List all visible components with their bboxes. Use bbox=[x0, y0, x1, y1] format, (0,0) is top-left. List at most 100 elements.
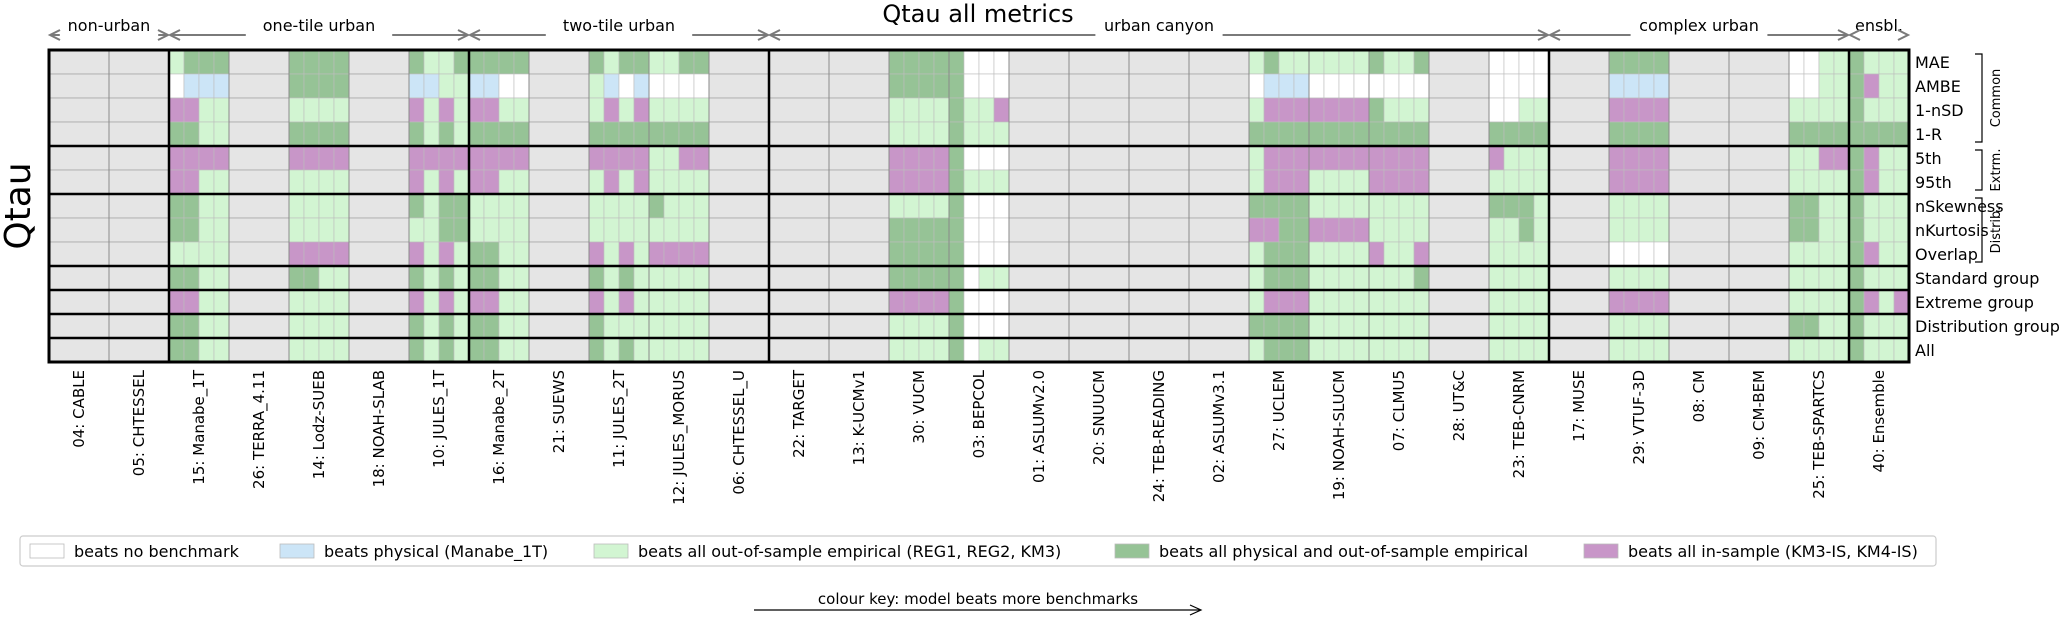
heatmap-cell bbox=[1278, 97, 1295, 123]
heatmap-cell bbox=[408, 49, 425, 75]
heatmap-cell-missing bbox=[1128, 193, 1190, 219]
heatmap-cell-missing bbox=[828, 289, 890, 315]
group-header-label: ensbl. bbox=[1855, 16, 1903, 35]
heatmap-cell bbox=[663, 241, 680, 267]
heatmap-cell-missing bbox=[1188, 337, 1250, 363]
heatmap-cell bbox=[933, 217, 950, 243]
heatmap-cell bbox=[423, 145, 440, 171]
heatmap-cell-missing bbox=[348, 193, 410, 219]
heatmap-cell bbox=[888, 217, 905, 243]
heatmap-cell bbox=[1863, 73, 1880, 99]
heatmap-cell bbox=[648, 169, 665, 195]
heatmap-cell bbox=[1413, 337, 1430, 363]
heatmap-cell bbox=[1638, 241, 1655, 267]
heatmap-cell bbox=[903, 313, 920, 339]
group-header-arrowhead bbox=[1847, 29, 1861, 41]
metric-label: Standard group bbox=[1915, 269, 2039, 288]
heatmap-cell-missing bbox=[108, 313, 170, 339]
heatmap-cell-missing bbox=[348, 73, 410, 99]
heatmap-cell bbox=[993, 289, 1010, 315]
heatmap-cell bbox=[1623, 49, 1640, 75]
heatmap-cell bbox=[1488, 73, 1505, 99]
heatmap-cell bbox=[1788, 49, 1805, 75]
metric-label: MAE bbox=[1915, 53, 1950, 72]
model-label: 26: TERRA_4.11 bbox=[250, 370, 269, 489]
heatmap-cell-missing bbox=[48, 241, 110, 267]
heatmap-cell bbox=[1878, 121, 1895, 147]
heatmap-cell-missing bbox=[228, 121, 290, 147]
heatmap-cell-missing bbox=[108, 289, 170, 315]
heatmap-cell bbox=[1533, 73, 1550, 99]
model-label: 16: Manabe_2T bbox=[490, 369, 509, 485]
heatmap-cell bbox=[933, 241, 950, 267]
heatmap-cell-missing bbox=[1008, 289, 1070, 315]
heatmap-cell bbox=[318, 121, 335, 147]
heatmap-cell-missing bbox=[528, 169, 590, 195]
heatmap-cell bbox=[1368, 73, 1385, 99]
heatmap-cell bbox=[1653, 121, 1670, 147]
heatmap-cell bbox=[1278, 49, 1295, 75]
heatmap-cell bbox=[1848, 289, 1865, 315]
heatmap-cell bbox=[1338, 265, 1355, 291]
model-label: 10: JULES_1T bbox=[430, 369, 449, 468]
heatmap-cell bbox=[693, 193, 710, 219]
heatmap-cell bbox=[453, 313, 470, 339]
metric-group-bracket bbox=[1975, 149, 1983, 191]
heatmap-cell bbox=[1413, 241, 1430, 267]
heatmap-cell bbox=[978, 241, 995, 267]
heatmap-cell bbox=[1848, 145, 1865, 171]
heatmap-cell bbox=[453, 337, 470, 363]
heatmap-cell-missing bbox=[828, 97, 890, 123]
heatmap-cell bbox=[183, 169, 200, 195]
heatmap-cell bbox=[633, 289, 650, 315]
heatmap-cell bbox=[918, 145, 935, 171]
group-header-arrowhead bbox=[47, 29, 61, 41]
heatmap-cell bbox=[618, 73, 635, 99]
heatmap-cell-missing bbox=[1668, 169, 1730, 195]
heatmap-cell bbox=[888, 97, 905, 123]
heatmap-cell bbox=[333, 145, 350, 171]
heatmap-cell bbox=[1278, 169, 1295, 195]
heatmap-cell bbox=[408, 121, 425, 147]
heatmap-cell-missing bbox=[1128, 49, 1190, 75]
heatmap-cell bbox=[513, 169, 530, 195]
heatmap-cell-missing bbox=[1128, 289, 1190, 315]
heatmap-cell-missing bbox=[828, 145, 890, 171]
heatmap-cell bbox=[1803, 121, 1820, 147]
heatmap-cell bbox=[978, 97, 995, 123]
heatmap-cell bbox=[1293, 241, 1310, 267]
heatmap-cell bbox=[1803, 265, 1820, 291]
heatmap-cell bbox=[1413, 169, 1430, 195]
heatmap-cell-missing bbox=[1008, 193, 1070, 219]
heatmap-cell bbox=[948, 217, 965, 243]
grid-lines bbox=[47, 48, 1911, 364]
heatmap-cell-missing bbox=[528, 49, 590, 75]
heatmap-cell-missing bbox=[1428, 313, 1490, 339]
heatmap-cell-missing bbox=[768, 289, 830, 315]
heatmap-cell bbox=[1368, 49, 1385, 75]
heatmap-cell bbox=[633, 337, 650, 363]
heatmap-cell bbox=[483, 169, 500, 195]
heatmap-cell bbox=[1623, 121, 1640, 147]
heatmap-cell bbox=[1518, 241, 1535, 267]
heatmap-cell bbox=[1353, 217, 1370, 243]
heatmap-cell bbox=[978, 217, 995, 243]
colour-key: colour key: model beats more benchmarks bbox=[754, 590, 1203, 616]
heatmap-cell bbox=[1653, 265, 1670, 291]
heatmap-cell-missing bbox=[1548, 49, 1610, 75]
heatmap-cell bbox=[663, 289, 680, 315]
heatmap-cell-missing bbox=[348, 169, 410, 195]
heatmap-cell bbox=[468, 313, 485, 339]
heatmap-cell bbox=[1278, 265, 1295, 291]
model-label: 29: VTUF-3D bbox=[1630, 370, 1648, 464]
heatmap-cell bbox=[1878, 217, 1895, 243]
heatmap-cell bbox=[408, 265, 425, 291]
heatmap-cell bbox=[918, 313, 935, 339]
heatmap-cell bbox=[333, 97, 350, 123]
heatmap-cell-missing bbox=[1548, 265, 1610, 291]
heatmap-cell bbox=[288, 193, 305, 219]
heatmap-cell bbox=[1788, 265, 1805, 291]
heatmap-cell-missing bbox=[1128, 145, 1190, 171]
heatmap-cell bbox=[663, 193, 680, 219]
heatmap-cell bbox=[918, 121, 935, 147]
